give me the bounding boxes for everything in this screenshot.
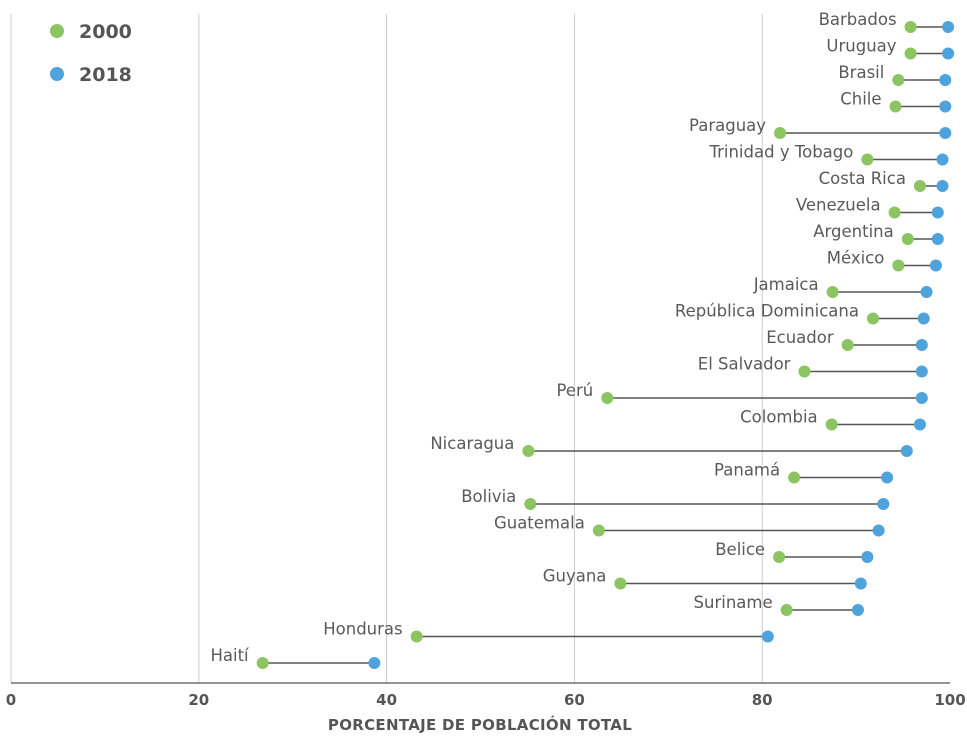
point-2000 <box>904 21 917 33</box>
category-label: Bolivia <box>461 487 516 506</box>
point-2018 <box>851 604 864 616</box>
category-label: México <box>827 249 885 268</box>
point-2000 <box>614 577 627 590</box>
x-tick-label: 0 <box>6 691 16 709</box>
x-tick-label: 40 <box>376 691 397 709</box>
point-2018 <box>915 339 928 351</box>
point-2018 <box>368 657 381 669</box>
point-2000 <box>913 180 926 192</box>
point-2018 <box>917 312 930 325</box>
legend-marker-2018 <box>50 67 64 81</box>
category-label: El Salvador <box>698 355 791 374</box>
category-label: Haití <box>210 646 250 665</box>
category-label: Honduras <box>323 620 402 639</box>
point-2018 <box>877 498 890 510</box>
point-2018 <box>939 127 952 139</box>
point-2018 <box>942 47 955 60</box>
point-2018 <box>761 630 774 643</box>
point-2018 <box>929 259 942 272</box>
legend-marker-2000 <box>50 24 64 38</box>
category-label: Belice <box>715 540 765 559</box>
point-2018 <box>931 206 944 219</box>
dumbbell-rows: Barbados Uruguay Brasil Chile Paraguay Trinid… <box>210 10 955 669</box>
legend-label-2018: 2018 <box>79 64 132 86</box>
category-label: Guatemala <box>494 514 585 533</box>
point-2018 <box>939 100 952 113</box>
point-2018 <box>931 233 944 245</box>
x-tick-label: 60 <box>564 691 585 709</box>
category-label: Panamá <box>714 461 780 480</box>
x-tick-labels: 0 20 40 60 80 100 <box>6 691 966 709</box>
category-label: Jamaica <box>753 275 819 294</box>
point-2000 <box>826 286 839 298</box>
category-label: Perú <box>556 381 593 400</box>
point-2000 <box>592 524 605 537</box>
point-2018 <box>900 445 913 457</box>
x-axis-title: PORCENTAJE DE POBLACIÓN TOTAL <box>328 715 632 734</box>
category-label: Nicaragua <box>430 434 514 453</box>
x-tick-label: 80 <box>752 691 773 709</box>
point-2000 <box>825 418 838 431</box>
category-label: Brasil <box>838 63 884 82</box>
point-2000 <box>889 100 902 113</box>
point-2018 <box>920 286 933 298</box>
category-label: Chile <box>840 90 881 109</box>
point-2000 <box>410 630 423 643</box>
category-label: Trinidad y Tobago <box>708 143 853 162</box>
legend: 2000 2018 <box>50 21 132 86</box>
category-label: Guyana <box>543 567 607 586</box>
point-2000 <box>788 471 801 484</box>
legend-label-2000: 2000 <box>79 21 132 43</box>
point-2000 <box>841 339 854 351</box>
x-tick-label: 100 <box>934 691 965 709</box>
point-2018 <box>915 365 928 378</box>
point-2000 <box>780 604 793 616</box>
point-2000 <box>774 127 787 139</box>
point-2000 <box>798 365 811 378</box>
category-label: Colombia <box>740 408 818 427</box>
point-2018 <box>915 392 928 404</box>
point-2018 <box>881 471 894 484</box>
point-2000 <box>861 153 874 166</box>
category-label: Argentina <box>813 222 894 241</box>
point-2000 <box>901 233 914 245</box>
point-2000 <box>524 498 537 510</box>
point-2000 <box>773 551 786 563</box>
category-label: Uruguay <box>826 37 896 56</box>
point-2018 <box>942 21 955 33</box>
point-2000 <box>892 74 905 86</box>
x-tick-label: 20 <box>188 691 209 709</box>
point-2018 <box>936 180 949 192</box>
category-label: República Dominicana <box>675 302 859 321</box>
category-label: Suriname <box>694 593 773 612</box>
point-2000 <box>522 445 535 457</box>
point-2000 <box>867 312 880 325</box>
point-2000 <box>256 657 269 669</box>
category-label: Ecuador <box>766 328 834 347</box>
point-2018 <box>861 551 874 563</box>
grid-lines <box>10 14 763 683</box>
category-label: Paraguay <box>689 116 766 135</box>
point-2000 <box>892 259 905 272</box>
point-2018 <box>913 418 926 431</box>
point-2000 <box>888 206 901 219</box>
point-2018 <box>939 74 952 86</box>
point-2018 <box>854 577 867 590</box>
category-label: Venezuela <box>796 196 881 215</box>
point-2000 <box>904 47 917 60</box>
category-label: Barbados <box>819 10 897 29</box>
point-2000 <box>601 392 614 404</box>
category-label: Costa Rica <box>819 169 906 188</box>
point-2018 <box>936 153 949 166</box>
point-2018 <box>872 524 885 537</box>
